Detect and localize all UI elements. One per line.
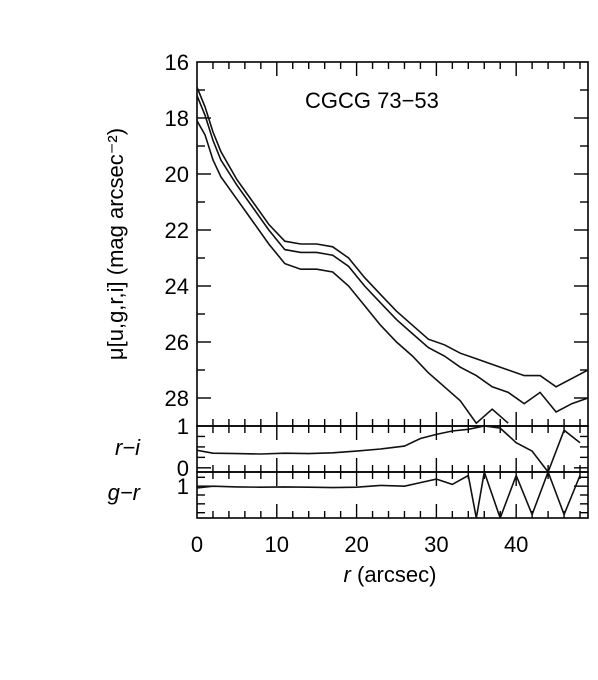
x-tick-label: 10 (265, 532, 289, 557)
y-tick-label-profile: 28 (165, 386, 189, 411)
x-axis-title-variable: r (344, 562, 353, 587)
x-axis-title: r (arcsec) (344, 562, 437, 587)
y-tick-label-r_minus_i: 0 (177, 456, 189, 481)
y-tick-label-r_minus_i: 1 (177, 414, 189, 439)
y-tick-label-g_minus_r: 1 (177, 474, 189, 499)
y-tick-label-profile: 26 (165, 330, 189, 355)
y-tick-label-profile: 24 (165, 274, 189, 299)
y-tick-label-profile: 18 (165, 106, 189, 131)
series-line-profile-2 (197, 95, 588, 414)
galaxy-name-annotation: CGCG 73−53 (305, 88, 439, 113)
x-tick-label: 20 (344, 532, 368, 557)
x-tick-label: 30 (424, 532, 448, 557)
series-line-r_minus_i-1 (197, 426, 581, 472)
x-axis-title-unit: (arcsec) (351, 562, 437, 587)
y-tick-label-profile: 16 (165, 50, 189, 75)
axis-ticks (197, 62, 588, 518)
data-curves (197, 86, 588, 518)
y-axis-title-profile: μ[u,g,r,i] (mag arcsec⁻²) (103, 128, 128, 360)
series-line-g_minus_r-1 (197, 472, 581, 518)
y-tick-label-profile: 20 (165, 162, 189, 187)
panel-frame-g_minus_r (196, 471, 589, 519)
series-line-profile-1 (197, 86, 588, 388)
y-tick-label-profile: 22 (165, 218, 189, 243)
y-axis-title-g-minus-r: g−r (108, 480, 142, 505)
y-axis-title-r-minus-i: r−i (115, 435, 141, 460)
series-line-profile-3 (197, 120, 509, 425)
panel-frame-profile (196, 61, 589, 427)
x-tick-label: 40 (504, 532, 528, 557)
x-tick-label: 0 (191, 532, 203, 557)
